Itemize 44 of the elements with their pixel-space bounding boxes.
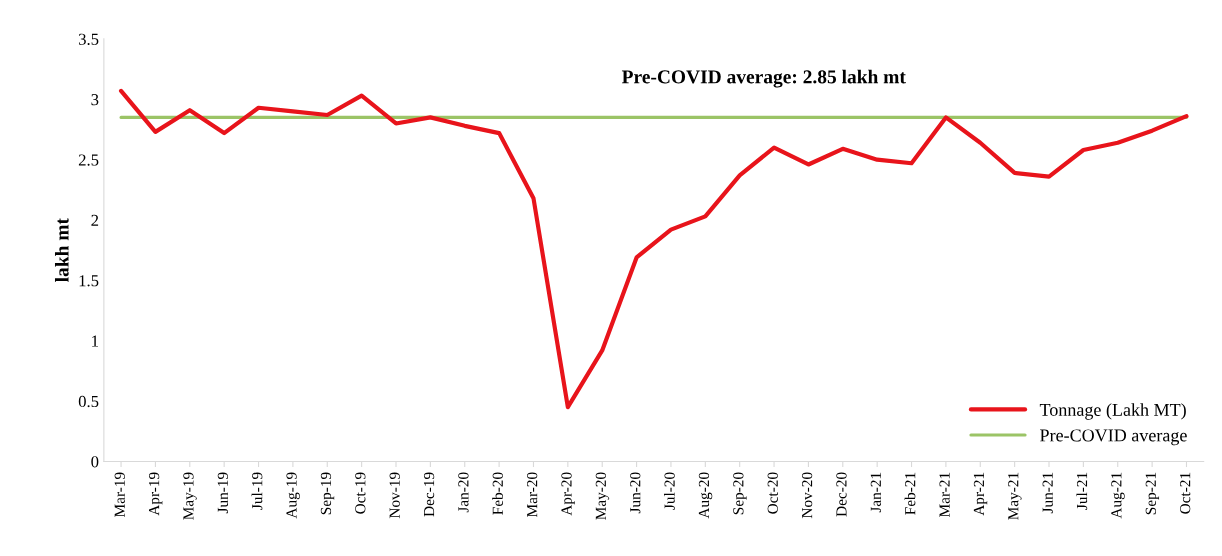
x-tick-label: Apr-21 [973,472,988,516]
x-tick-label: Mar-21 [939,472,950,517]
x-tick-label: Sep-21 [1145,472,1160,515]
x-tick-label: Nov-19 [389,472,400,519]
x-tick-label: Dec-20 [836,472,847,517]
x-tick-label: May-19 [183,472,197,520]
x-tick-label: Feb-21 [904,472,916,515]
x-tick-label: May-20 [595,472,610,520]
y-tick-label: 1.5 [79,275,99,287]
x-tick-label: Aug-19 [286,472,300,519]
x-tick-label: Feb-20 [492,472,503,515]
x-tick-label: Oct-19 [355,472,366,514]
x-tick-label: Jun-21 [1042,472,1053,514]
x-tick-label: Dec-19 [423,472,435,517]
x-tick-label: Oct-21 [1180,472,1191,514]
annotation: Pre-COVID average: 2.85 lakh mt [621,69,906,88]
y-tick-label: 0 [91,456,99,468]
x-tick-label: Jun-19 [217,472,228,514]
x-tick-label: Apr-19 [148,472,163,516]
x-tick-label: Jul-19 [251,472,263,510]
x-tick-label: Jul-21 [1076,472,1088,510]
x-tick-label: Apr-20 [561,472,575,516]
x-tick-label: Mar-20 [526,472,538,517]
x-tick-label: May-21 [1008,472,1022,520]
legend-label: Tonnage (Lakh MT) [1039,403,1186,420]
y-axis-title: lakh mt [54,218,69,282]
x-tick-label: Sep-20 [733,472,747,515]
y-tick-label: 3 [91,94,99,106]
x-tick-label: Mar-19 [114,472,125,517]
y-tick-label: 0.5 [78,395,99,408]
x-tick-label: Nov-20 [801,472,813,519]
x-tick-label: Jan-21 [870,472,881,513]
x-tick-label: Aug-21 [1111,472,1125,519]
x-tick-label: Oct-20 [767,472,778,514]
x-tick-label: Jul-20 [664,472,675,510]
y-tick-label: 2 [91,214,99,226]
x-tick-label: Jan-20 [458,472,469,513]
legend-label: Pre-COVID average [1040,429,1187,446]
y-tick-label: 3.5 [78,33,99,45]
x-tick-label: Aug-20 [698,472,713,519]
x-tick-label: Sep-19 [320,472,335,515]
y-tick-label: 1 [92,335,99,347]
x-tick-label: Jun-20 [630,472,641,514]
y-tick-label: 2.5 [78,154,99,166]
